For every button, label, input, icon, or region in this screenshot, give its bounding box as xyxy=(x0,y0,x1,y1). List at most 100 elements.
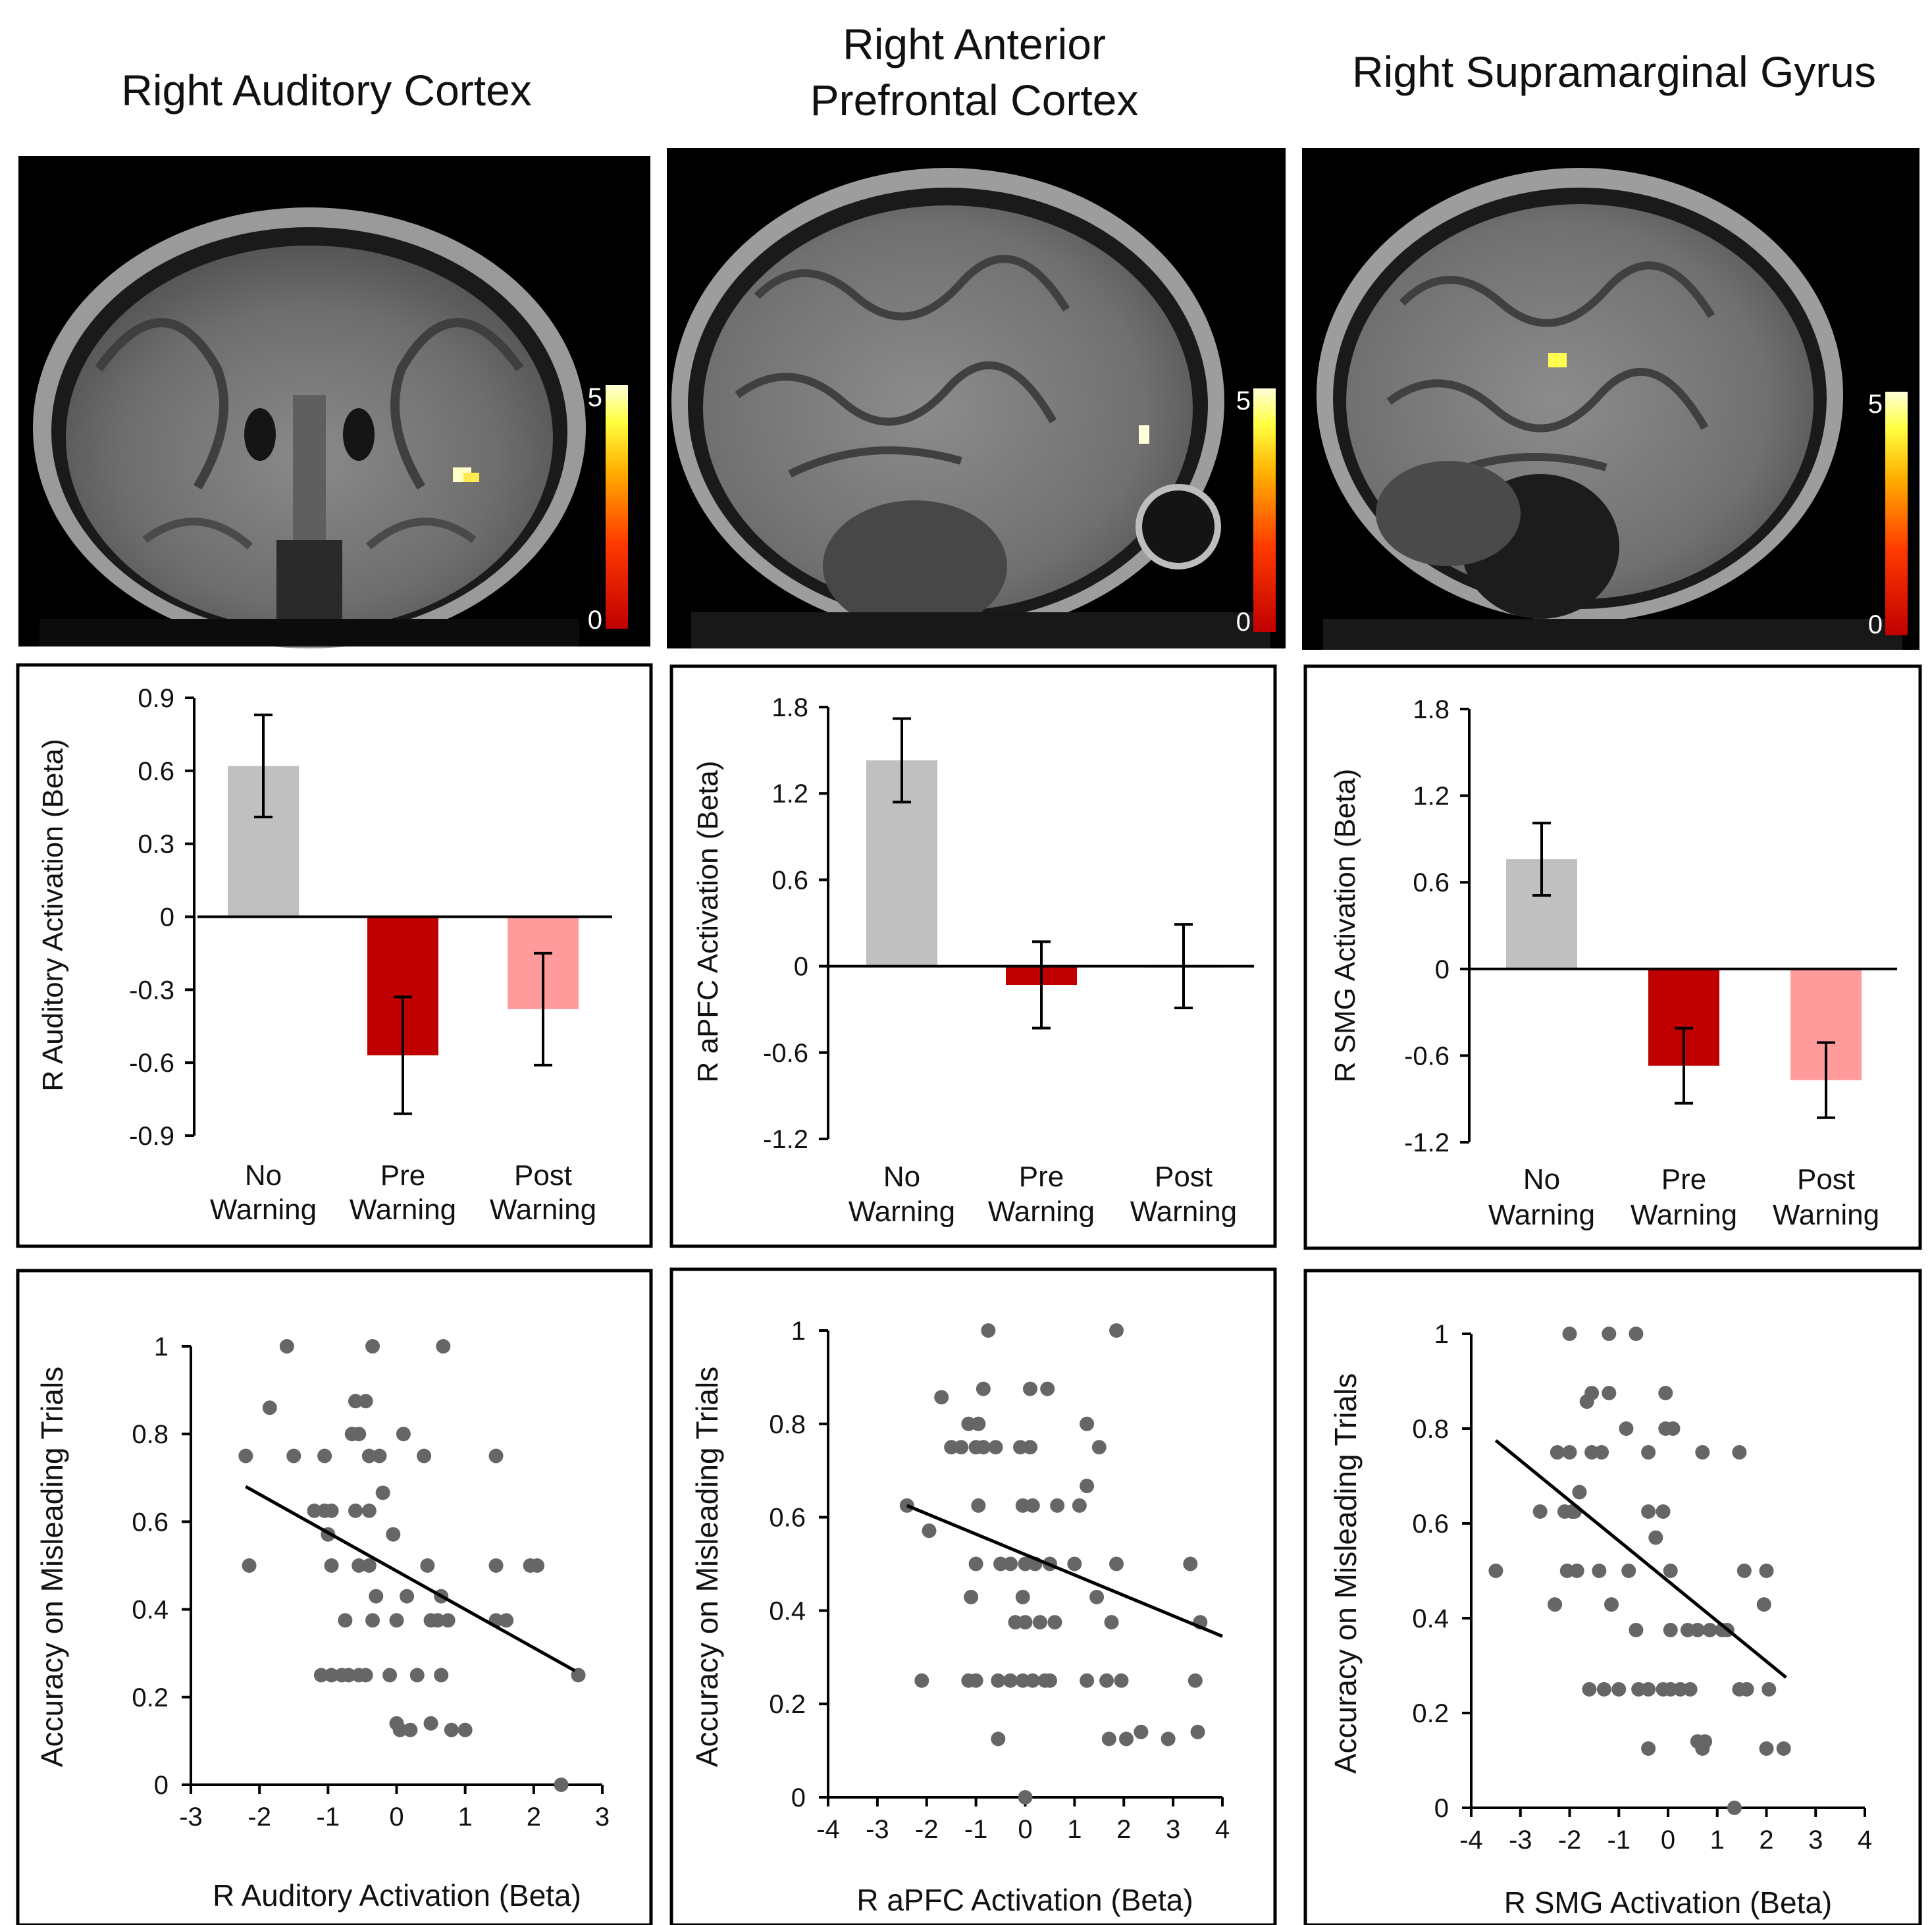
scatter-point xyxy=(352,1427,367,1442)
colorbar xyxy=(1253,388,1276,632)
scatter-point xyxy=(968,1673,983,1688)
scatter-point xyxy=(1602,1386,1617,1400)
scatter-point xyxy=(1101,1731,1116,1747)
category-label: Post xyxy=(1155,1161,1213,1193)
bar-panel-3-frame xyxy=(1303,664,1922,1250)
y-tick-label: 0.6 xyxy=(1412,1510,1449,1539)
scatter-point xyxy=(1690,1623,1705,1637)
y-tick-label: -0.6 xyxy=(129,1049,174,1078)
y-tick-label: 1 xyxy=(154,1332,169,1361)
scatter-point xyxy=(1592,1564,1607,1578)
scatter-point xyxy=(1621,1564,1636,1578)
colorbar-min-label: 0 xyxy=(1868,610,1883,639)
y-tick-label: 0.9 xyxy=(138,684,174,713)
scatter-point xyxy=(530,1558,545,1573)
scatter-point xyxy=(286,1448,301,1464)
scatter-point xyxy=(971,1416,986,1431)
scatter-point xyxy=(1695,1445,1710,1460)
brain-image-sagittal-smg: 5 0 xyxy=(1302,148,1919,650)
scatter-point xyxy=(1080,1416,1095,1431)
scatter-point xyxy=(1759,1564,1774,1578)
scatter-point xyxy=(1656,1504,1671,1519)
scatter-point xyxy=(934,1390,949,1405)
scatter-point xyxy=(324,1503,339,1518)
scatter-point xyxy=(400,1589,415,1604)
regression-line xyxy=(245,1485,576,1673)
scatter-point xyxy=(1018,1790,1033,1805)
scatter-chart-r-smg: 0 0.2 0.4 0.6 0.8 1 -4 -3 -2 -1 0 1 2 3 4 R SMG Activat… xyxy=(1328,1320,1872,1920)
bar-panel-1-frame xyxy=(16,663,653,1248)
scatter-point xyxy=(444,1722,459,1737)
category-label: Warning xyxy=(210,1194,317,1226)
y-tick-label: 1.2 xyxy=(771,779,808,808)
scatter-chart-r-apfc: 0 0.2 0.4 0.6 0.8 1 -4 -3 -2 -1 0 1 2 3 4 R aPFC Activa… xyxy=(690,1317,1230,1917)
scatter-point xyxy=(1648,1530,1663,1545)
column-title-3: Right Supramarginal Gyrus xyxy=(1352,47,1876,96)
y-tick-label: -0.6 xyxy=(1404,1042,1449,1070)
colorbar-min-label: 0 xyxy=(1236,608,1251,637)
y-tick-label: 1 xyxy=(1434,1320,1449,1349)
scatter-point xyxy=(1018,1615,1033,1630)
scatter-point xyxy=(338,1613,353,1628)
category-label: No xyxy=(245,1159,282,1192)
scatter-point xyxy=(488,1558,504,1573)
scatter-point xyxy=(389,1613,404,1628)
y-axis-label: R SMG Activation (Beta) xyxy=(1329,769,1361,1083)
scatter-point xyxy=(1641,1682,1656,1697)
scatter-point xyxy=(1776,1741,1791,1756)
scatter-point xyxy=(358,1394,373,1409)
y-tick-label: 0.6 xyxy=(769,1504,806,1533)
x-tick-label: 0 xyxy=(1018,1815,1032,1844)
x-tick-label: -3 xyxy=(179,1803,203,1832)
category-label: Warning xyxy=(988,1196,1095,1228)
scatter-point xyxy=(1532,1504,1548,1519)
scatter-point xyxy=(488,1448,504,1464)
x-tick-label: 0 xyxy=(389,1803,404,1832)
x-tick-label: -1 xyxy=(317,1803,340,1832)
scatter-point xyxy=(1047,1615,1062,1630)
scatter-point xyxy=(1022,1440,1037,1455)
scatter-point xyxy=(1759,1741,1774,1756)
y-tick-label: 0.2 xyxy=(769,1690,806,1719)
y-axis-label: Accuracy on Misleading Trials xyxy=(690,1367,724,1767)
colorbar-max-label: 5 xyxy=(588,383,602,412)
y-tick-label: 0.8 xyxy=(769,1410,806,1439)
scatter-point xyxy=(317,1448,332,1464)
y-tick-label: 0 xyxy=(794,953,808,982)
x-tick-label: -1 xyxy=(1607,1826,1631,1855)
y-tick-label: 0.6 xyxy=(132,1508,169,1537)
scatter-point xyxy=(1114,1673,1129,1688)
scatter-point xyxy=(409,1668,425,1683)
scatter-point xyxy=(1025,1673,1040,1688)
bar-chart-r-smg: 1.81.20.60-0.6-1.2NoWarningPreWarningPos… xyxy=(1329,695,1897,1231)
scatter-point xyxy=(392,1722,407,1737)
scatter-point xyxy=(375,1485,390,1500)
scatter-point xyxy=(991,1673,1006,1688)
scatter-point xyxy=(1629,1623,1644,1637)
scatter-point xyxy=(1572,1485,1587,1500)
scatter-point xyxy=(988,1440,1003,1455)
scatter-point xyxy=(971,1498,986,1513)
x-tick-label: 2 xyxy=(1759,1826,1773,1855)
x-tick-label: -2 xyxy=(1558,1826,1582,1855)
column-title-2-line-1: Right Anterior xyxy=(843,20,1106,68)
scatter-point xyxy=(1032,1615,1047,1630)
scatter-point xyxy=(571,1668,586,1683)
scatter-point xyxy=(262,1400,277,1415)
scatter-point xyxy=(457,1722,473,1737)
y-tick-label: -1.2 xyxy=(1404,1128,1449,1157)
scatter-point xyxy=(324,1668,339,1683)
colorbar-min-label: 0 xyxy=(588,606,602,635)
x-tick-label: 4 xyxy=(1858,1826,1872,1855)
category-label: Warning xyxy=(350,1194,456,1226)
y-tick-label: -0.3 xyxy=(129,976,174,1005)
category-label: Warning xyxy=(1488,1199,1595,1231)
scatter-point xyxy=(341,1668,356,1683)
scatter-point xyxy=(1658,1386,1673,1400)
scatter-panel-2-frame xyxy=(669,1267,1277,1925)
x-tick-label: 3 xyxy=(1166,1815,1180,1844)
scatter-point xyxy=(1569,1564,1584,1578)
scatter-point xyxy=(1022,1381,1037,1396)
column-title-3-line-1: Right Supramarginal Gyrus xyxy=(1352,47,1876,96)
scatter-point xyxy=(976,1440,991,1455)
